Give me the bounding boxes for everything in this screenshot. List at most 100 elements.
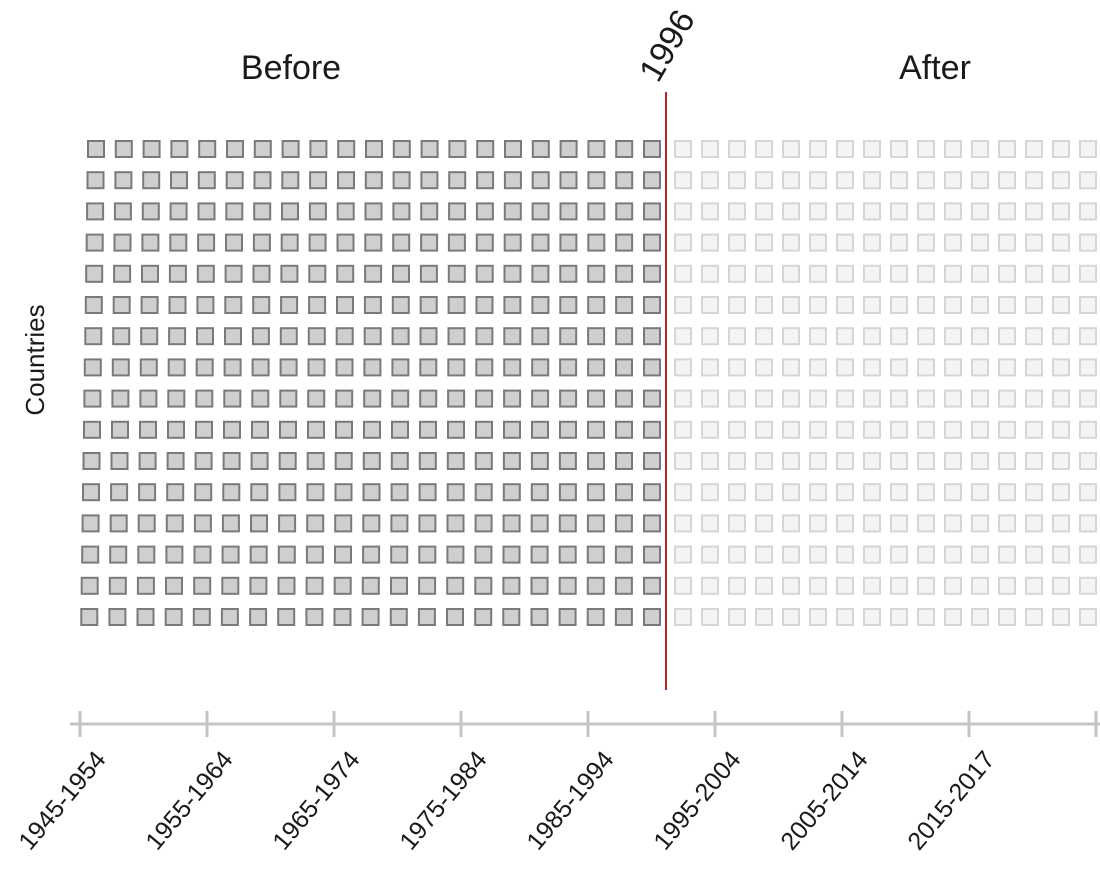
filled-square bbox=[587, 420, 605, 439]
filled-square bbox=[167, 420, 185, 439]
filled-square bbox=[502, 545, 521, 564]
empty-square bbox=[701, 483, 719, 502]
filled-square bbox=[308, 264, 327, 283]
empty-square bbox=[755, 389, 773, 408]
empty-square bbox=[944, 140, 962, 158]
filled-square bbox=[80, 608, 99, 626]
empty-square bbox=[1052, 576, 1070, 595]
empty-square bbox=[701, 389, 719, 408]
empty-square bbox=[674, 576, 692, 595]
empty-square bbox=[674, 483, 692, 502]
filled-square bbox=[110, 483, 129, 502]
filled-square bbox=[363, 420, 381, 439]
empty-square bbox=[863, 483, 881, 502]
filled-square bbox=[82, 452, 101, 470]
filled-square bbox=[307, 420, 325, 439]
filled-square bbox=[503, 171, 522, 190]
filled-square bbox=[281, 140, 300, 158]
empty-square bbox=[755, 140, 773, 158]
empty-square bbox=[1079, 483, 1097, 502]
timeline-tick-label: 1955-1964 bbox=[140, 746, 238, 856]
filled-square bbox=[193, 576, 212, 595]
filled-square bbox=[81, 545, 100, 564]
empty-square bbox=[917, 420, 935, 439]
empty-square bbox=[917, 358, 935, 377]
empty-square bbox=[890, 576, 908, 595]
empty-square bbox=[836, 202, 854, 221]
filled-square bbox=[476, 140, 495, 158]
empty-square bbox=[863, 202, 881, 221]
filled-square bbox=[474, 608, 493, 626]
filled-square bbox=[169, 233, 188, 252]
filled-square bbox=[168, 327, 187, 346]
filled-square bbox=[195, 420, 213, 439]
filled-square bbox=[113, 233, 132, 252]
filled-square bbox=[170, 140, 189, 158]
filled-square bbox=[419, 327, 438, 346]
filled-square bbox=[559, 202, 578, 221]
empty-square bbox=[917, 483, 935, 502]
empty-square bbox=[701, 296, 719, 314]
filled-square bbox=[137, 514, 156, 533]
empty-square bbox=[917, 389, 935, 408]
empty-square bbox=[836, 389, 854, 408]
empty-square bbox=[701, 202, 719, 221]
filled-square bbox=[307, 327, 326, 346]
filled-square bbox=[392, 171, 411, 190]
filled-square bbox=[531, 202, 550, 221]
filled-square bbox=[222, 452, 241, 470]
filled-square bbox=[223, 358, 242, 377]
filled-square bbox=[308, 233, 327, 252]
filled-square bbox=[196, 264, 215, 283]
empty-square bbox=[1025, 358, 1043, 377]
filled-square bbox=[168, 264, 187, 283]
filled-square bbox=[108, 576, 127, 595]
empty-square bbox=[674, 327, 692, 346]
empty-square bbox=[836, 545, 854, 564]
filled-square bbox=[141, 202, 160, 221]
filled-square bbox=[112, 296, 131, 314]
filled-square bbox=[279, 389, 298, 408]
filled-square bbox=[140, 296, 159, 314]
empty-square bbox=[1025, 514, 1043, 533]
empty-square bbox=[971, 171, 989, 190]
filled-square bbox=[558, 576, 577, 595]
filled-square bbox=[447, 264, 466, 283]
filled-square bbox=[308, 202, 327, 221]
filled-square bbox=[586, 576, 605, 595]
empty-square bbox=[917, 202, 935, 221]
filled-square bbox=[252, 296, 271, 314]
filled-square bbox=[336, 233, 355, 252]
filled-square bbox=[531, 140, 550, 158]
empty-square bbox=[917, 576, 935, 595]
filled-square bbox=[503, 389, 522, 408]
filled-square bbox=[420, 233, 439, 252]
empty-square bbox=[701, 420, 719, 439]
filled-square bbox=[475, 327, 494, 346]
filled-square bbox=[614, 576, 633, 595]
empty-square bbox=[782, 327, 800, 346]
filled-square bbox=[281, 171, 300, 190]
filled-square bbox=[643, 452, 661, 470]
filled-square bbox=[363, 358, 382, 377]
filled-square bbox=[558, 483, 577, 502]
filled-square bbox=[113, 202, 132, 221]
filled-square bbox=[83, 358, 102, 377]
filled-square bbox=[446, 545, 465, 564]
empty-square bbox=[782, 358, 800, 377]
filled-square bbox=[643, 420, 661, 439]
filled-square bbox=[363, 389, 382, 408]
filled-square bbox=[503, 358, 522, 377]
empty-square bbox=[1052, 171, 1070, 190]
empty-square bbox=[863, 358, 881, 377]
filled-square bbox=[141, 264, 159, 283]
filled-square bbox=[643, 608, 661, 626]
filled-square bbox=[334, 452, 353, 470]
filled-square bbox=[503, 233, 522, 252]
filled-square bbox=[559, 233, 578, 252]
empty-square bbox=[809, 202, 827, 221]
empty-square bbox=[917, 327, 935, 346]
empty-square bbox=[809, 296, 827, 314]
filled-square bbox=[558, 514, 577, 533]
timeline-tick-label: 1965-1974 bbox=[267, 746, 365, 856]
